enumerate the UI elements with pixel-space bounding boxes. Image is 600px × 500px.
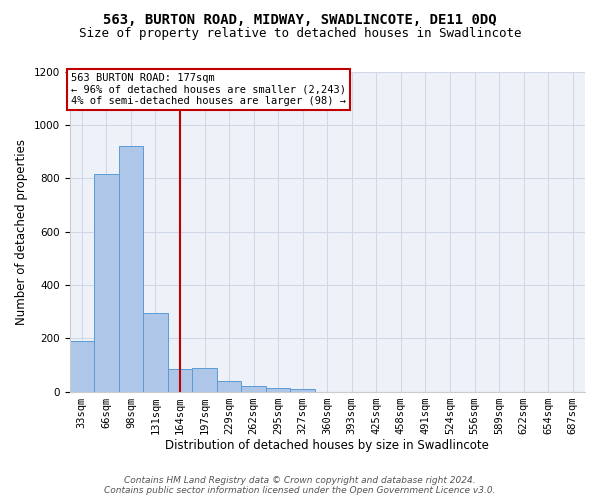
Bar [119, 146, 143, 392]
Bar [266, 388, 290, 392]
Bar [168, 369, 192, 392]
Bar [94, 174, 119, 392]
Bar [143, 313, 168, 392]
Bar [290, 389, 315, 392]
Text: Size of property relative to detached houses in Swadlincote: Size of property relative to detached ho… [79, 28, 521, 40]
Bar [217, 382, 241, 392]
Text: 563 BURTON ROAD: 177sqm
← 96% of detached houses are smaller (2,243)
4% of semi-: 563 BURTON ROAD: 177sqm ← 96% of detache… [71, 73, 346, 106]
Bar [241, 386, 266, 392]
Bar [70, 341, 94, 392]
Text: 563, BURTON ROAD, MIDWAY, SWADLINCOTE, DE11 0DQ: 563, BURTON ROAD, MIDWAY, SWADLINCOTE, D… [103, 12, 497, 26]
Text: Contains HM Land Registry data © Crown copyright and database right 2024.
Contai: Contains HM Land Registry data © Crown c… [104, 476, 496, 495]
Y-axis label: Number of detached properties: Number of detached properties [15, 138, 28, 324]
X-axis label: Distribution of detached houses by size in Swadlincote: Distribution of detached houses by size … [166, 440, 489, 452]
Bar [192, 368, 217, 392]
